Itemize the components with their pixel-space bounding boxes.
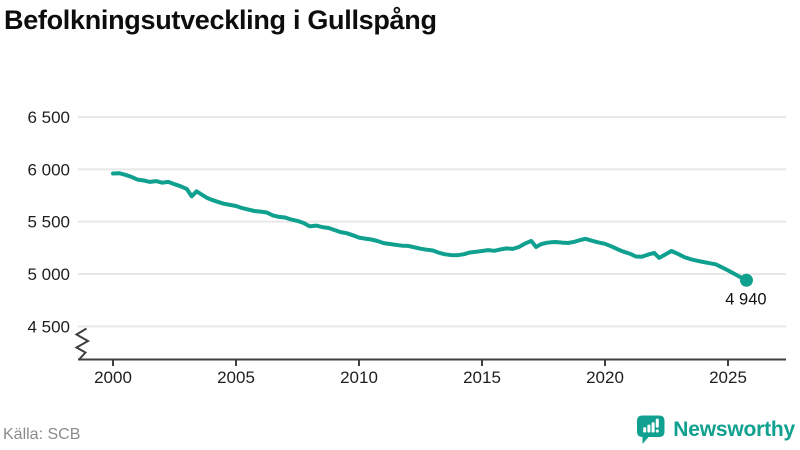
newsworthy-wordmark: Newsworthy — [673, 417, 795, 441]
gridlines — [78, 116, 786, 328]
x-tick-label: 2010 — [340, 368, 378, 387]
x-tick-label: 2025 — [709, 368, 747, 387]
x-tick-label: 2005 — [217, 368, 255, 387]
data-series: 4 940 — [111, 171, 767, 308]
y-tick-label: 5 500 — [27, 213, 70, 232]
page-title: Befolkningsutveckling i Gullspång — [4, 5, 437, 35]
newsworthy-logo: Newsworthy — [637, 414, 795, 445]
newsworthy-speech-bubble-bar-chart-icon — [637, 415, 665, 444]
x-tick-label: 2015 — [463, 368, 501, 387]
x-tick-label: 2000 — [94, 368, 132, 387]
y-tick-label: 4 500 — [27, 317, 70, 336]
x-axis — [78, 358, 786, 366]
end-point-marker — [739, 273, 753, 287]
y-tick-label: 6 500 — [27, 108, 70, 127]
y-axis-break-icon — [74, 327, 91, 360]
y-tick-label: 6 000 — [27, 160, 70, 179]
end-value-label: 4 940 — [725, 290, 766, 308]
source-caption: Källa: SCB — [3, 426, 81, 443]
y-tick-label: 5 000 — [27, 265, 70, 284]
x-axis-labels: 2000 2005 2010 2015 2020 2025 — [94, 368, 747, 387]
x-tick-label: 2020 — [586, 368, 624, 387]
population-line — [111, 171, 749, 283]
y-axis-labels: 6 500 6 000 5 500 5 000 4 500 — [27, 108, 70, 336]
